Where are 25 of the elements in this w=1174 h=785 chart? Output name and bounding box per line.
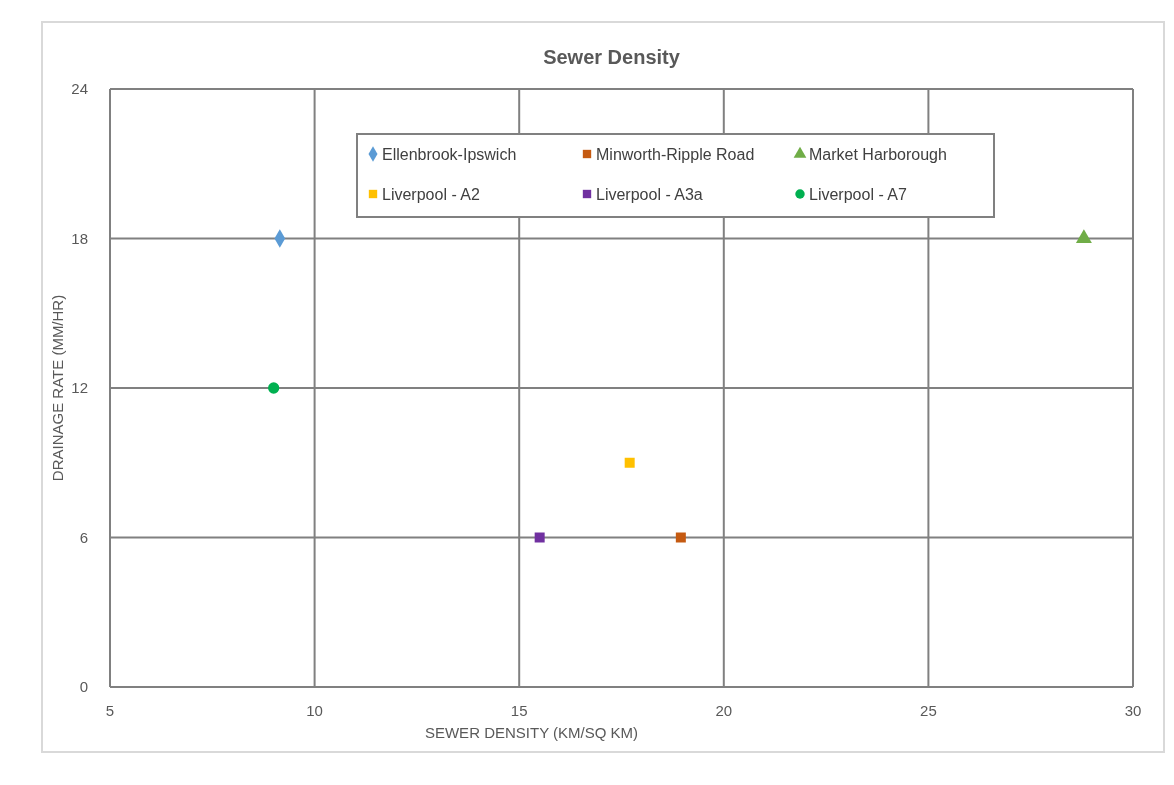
- x-axis-title: SEWER DENSITY (KM/SQ KM): [424, 724, 639, 741]
- y-tick-label: 0: [79, 678, 88, 695]
- x-tick-label: 25: [920, 702, 937, 719]
- point: [1075, 229, 1092, 244]
- y-tick-label: 6: [79, 528, 88, 546]
- y-tick-label: 12: [71, 379, 88, 396]
- y-axis-title: DRAINAGE RATE (MM/HR): [49, 294, 66, 482]
- x-tick-label: 10: [306, 702, 323, 719]
- point: [534, 532, 545, 543]
- point: [675, 532, 686, 543]
- legend-label: Minworth-Ripple Road: [596, 146, 755, 163]
- point: [624, 457, 635, 468]
- legend-label: Liverpool - A2: [382, 186, 480, 203]
- point: [268, 382, 280, 394]
- y-tick-label: 18: [71, 229, 88, 247]
- y-tick-label: 24: [71, 80, 88, 97]
- legend-label: Market Harborough: [809, 146, 947, 163]
- x-tick-label: 5: [105, 702, 115, 719]
- x-tick-label: 15: [510, 702, 528, 719]
- x-tick-label: 30: [1124, 702, 1142, 719]
- x-tick-label: 20: [715, 702, 733, 719]
- legend-label: Liverpool - A3a: [596, 186, 703, 203]
- chart-title: Sewer Density: [543, 46, 681, 68]
- legend-label: Ellenbrook-Ipswich: [382, 146, 517, 163]
- legend-label: Liverpool - A7: [809, 186, 907, 203]
